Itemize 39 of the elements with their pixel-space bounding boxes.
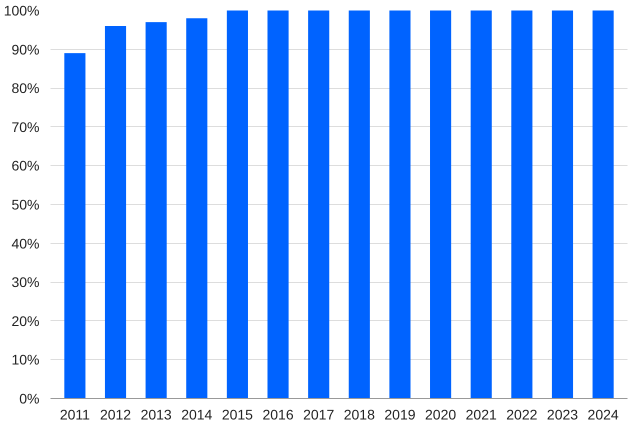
x-tick-label: 2016 xyxy=(262,406,294,422)
x-tick-label: 2024 xyxy=(588,406,619,422)
bar xyxy=(226,10,248,398)
y-tick-label: 0% xyxy=(19,390,40,406)
y-tick-label: 20% xyxy=(11,312,40,329)
bar xyxy=(146,22,167,398)
x-tick-label: 2012 xyxy=(100,406,132,422)
x-tick-label: 2021 xyxy=(466,406,498,422)
y-tick-label: 30% xyxy=(11,274,40,290)
x-tick-label: 2017 xyxy=(303,406,334,422)
y-tick-label: 10% xyxy=(11,352,40,368)
y-tick-label: 50% xyxy=(11,196,40,212)
x-tick-label: 2022 xyxy=(506,406,538,422)
x-tick-label: 2020 xyxy=(425,406,456,422)
x-tick-label: 2011 xyxy=(60,406,90,422)
y-tick-label: 90% xyxy=(11,41,40,58)
bar xyxy=(267,10,289,398)
bar xyxy=(64,53,86,398)
y-tick-label: 70% xyxy=(11,118,40,135)
bar xyxy=(348,10,370,398)
y-tick-label: 100% xyxy=(4,2,40,18)
bar xyxy=(430,10,452,398)
x-tick-label: 2015 xyxy=(222,406,254,422)
bar xyxy=(104,26,126,398)
bar xyxy=(389,10,411,398)
bar xyxy=(592,10,614,398)
x-tick-label: 2019 xyxy=(384,406,416,422)
bar xyxy=(552,10,574,398)
bar xyxy=(470,10,492,398)
x-tick-label: 2014 xyxy=(181,406,213,422)
x-tick-label: 2023 xyxy=(546,406,578,422)
y-tick-label: 80% xyxy=(11,80,40,96)
y-tick-label: 60% xyxy=(11,158,40,174)
y-tick-label: 40% xyxy=(11,235,40,252)
x-tick-label: 2013 xyxy=(140,406,172,422)
bar xyxy=(186,18,208,398)
x-tick-label: 2018 xyxy=(344,406,376,422)
bar xyxy=(511,10,532,398)
bar xyxy=(308,10,330,398)
